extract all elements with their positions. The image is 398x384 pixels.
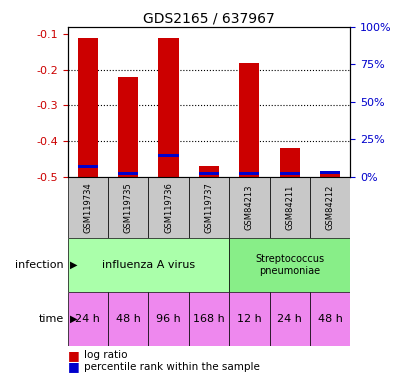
Bar	[108, 292, 148, 346]
Bar	[239, 63, 259, 177]
Text: 12 h: 12 h	[237, 314, 262, 324]
Text: ▶: ▶	[70, 260, 77, 270]
Text: percentile rank within the sample: percentile rank within the sample	[84, 362, 259, 372]
Text: Streptococcus
pneumoniae: Streptococcus pneumoniae	[255, 254, 324, 276]
Bar	[269, 292, 310, 346]
Bar	[68, 177, 108, 238]
Text: ■: ■	[68, 360, 80, 373]
Bar	[68, 292, 108, 346]
Bar	[158, 38, 179, 177]
Text: influenza A virus: influenza A virus	[102, 260, 195, 270]
Bar	[199, 172, 219, 175]
Bar	[118, 77, 139, 177]
Text: log ratio: log ratio	[84, 350, 127, 360]
Bar	[148, 292, 189, 346]
Bar	[199, 166, 219, 177]
Text: 24 h: 24 h	[75, 314, 100, 324]
Title: GDS2165 / 637967: GDS2165 / 637967	[143, 12, 275, 26]
Bar	[118, 172, 139, 175]
Text: GSM119736: GSM119736	[164, 182, 173, 233]
Text: 168 h: 168 h	[193, 314, 225, 324]
Bar	[239, 172, 259, 175]
Bar	[269, 177, 310, 238]
Bar	[320, 171, 340, 174]
Bar	[68, 238, 229, 292]
Text: ■: ■	[68, 349, 80, 362]
Bar	[158, 154, 179, 157]
Text: infection: infection	[15, 260, 64, 270]
Bar	[229, 238, 350, 292]
Bar	[78, 165, 98, 167]
Text: GSM119734: GSM119734	[83, 182, 92, 233]
Bar	[229, 177, 269, 238]
Bar	[320, 173, 340, 177]
Text: GSM84211: GSM84211	[285, 185, 294, 230]
Bar	[279, 172, 300, 175]
Text: 96 h: 96 h	[156, 314, 181, 324]
Text: 48 h: 48 h	[318, 314, 343, 324]
Text: GSM119737: GSM119737	[205, 182, 213, 233]
Bar	[279, 148, 300, 177]
Text: time: time	[39, 314, 64, 324]
Bar	[189, 177, 229, 238]
Text: 48 h: 48 h	[116, 314, 140, 324]
Bar	[108, 177, 148, 238]
Bar	[189, 292, 229, 346]
Bar	[148, 177, 189, 238]
Text: GSM119735: GSM119735	[124, 182, 133, 233]
Bar	[310, 292, 350, 346]
Bar	[229, 292, 269, 346]
Bar	[78, 38, 98, 177]
Bar	[310, 177, 350, 238]
Text: GSM84212: GSM84212	[326, 185, 335, 230]
Text: ▶: ▶	[70, 314, 77, 324]
Text: 24 h: 24 h	[277, 314, 302, 324]
Text: GSM84213: GSM84213	[245, 185, 254, 230]
